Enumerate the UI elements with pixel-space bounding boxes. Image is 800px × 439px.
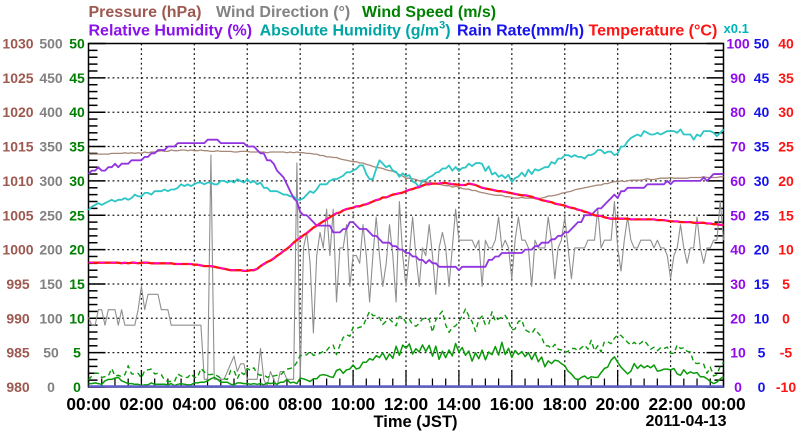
- svg-text:45: 45: [69, 70, 85, 86]
- svg-text:2011-04-13: 2011-04-13: [646, 413, 727, 430]
- svg-text:Absolute Humidity (g/m3): Absolute Humidity (g/m3): [260, 20, 451, 40]
- svg-text:12:00: 12:00: [384, 394, 428, 414]
- svg-text:35: 35: [754, 139, 770, 155]
- svg-text:50: 50: [754, 36, 770, 52]
- svg-text:45: 45: [754, 70, 770, 86]
- svg-text:Time (JST): Time (JST): [373, 413, 457, 431]
- svg-text:5: 5: [782, 276, 790, 292]
- svg-text:15: 15: [778, 207, 794, 223]
- svg-text:985: 985: [6, 345, 30, 361]
- svg-text:400: 400: [39, 104, 63, 120]
- svg-text:00:00: 00:00: [701, 394, 745, 414]
- svg-text:16:00: 16:00: [490, 394, 534, 414]
- svg-text:250: 250: [39, 207, 63, 223]
- svg-text:10:00: 10:00: [331, 394, 375, 414]
- svg-text:30: 30: [754, 173, 770, 189]
- svg-text:1030: 1030: [2, 36, 33, 52]
- svg-text:40: 40: [69, 104, 85, 120]
- svg-text:20: 20: [778, 173, 794, 189]
- svg-text:1005: 1005: [2, 207, 33, 223]
- svg-text:25: 25: [754, 207, 770, 223]
- svg-text:0: 0: [734, 379, 742, 395]
- svg-text:5: 5: [73, 345, 81, 361]
- svg-text:x0.1: x0.1: [724, 21, 749, 36]
- svg-text:50: 50: [69, 36, 85, 52]
- svg-text:70: 70: [730, 139, 746, 155]
- svg-text:40: 40: [730, 242, 746, 258]
- svg-text:90: 90: [730, 70, 746, 86]
- svg-text:30: 30: [69, 173, 85, 189]
- svg-text:Relative Humidity (%): Relative Humidity (%): [89, 23, 253, 40]
- svg-text:-5: -5: [780, 345, 793, 361]
- svg-text:00:00: 00:00: [66, 394, 110, 414]
- svg-text:04:00: 04:00: [172, 394, 216, 414]
- svg-text:30: 30: [730, 276, 746, 292]
- svg-text:Wind Direction (°): Wind Direction (°): [216, 4, 350, 21]
- svg-text:450: 450: [39, 70, 63, 86]
- svg-text:1025: 1025: [2, 70, 33, 86]
- svg-text:0: 0: [73, 379, 81, 395]
- svg-text:35: 35: [778, 70, 794, 86]
- svg-text:14:00: 14:00: [437, 394, 481, 414]
- svg-text:1010: 1010: [2, 173, 33, 189]
- svg-text:Wind Speed (m/s): Wind Speed (m/s): [362, 4, 496, 21]
- svg-text:25: 25: [778, 139, 794, 155]
- svg-text:0: 0: [782, 310, 790, 326]
- svg-text:80: 80: [730, 104, 746, 120]
- svg-text:0: 0: [758, 379, 766, 395]
- svg-text:50: 50: [43, 345, 59, 361]
- svg-text:20:00: 20:00: [596, 394, 640, 414]
- svg-text:22:00: 22:00: [648, 394, 692, 414]
- svg-text:1020: 1020: [2, 104, 33, 120]
- svg-text:35: 35: [69, 139, 85, 155]
- svg-text:1015: 1015: [2, 139, 33, 155]
- svg-text:Temperature (°C): Temperature (°C): [589, 23, 718, 40]
- svg-text:50: 50: [730, 207, 746, 223]
- svg-text:20: 20: [69, 242, 85, 258]
- svg-text:350: 350: [39, 139, 63, 155]
- svg-text:5: 5: [758, 345, 766, 361]
- svg-text:18:00: 18:00: [543, 394, 587, 414]
- svg-text:30: 30: [778, 104, 794, 120]
- svg-text:10: 10: [754, 310, 770, 326]
- svg-text:06:00: 06:00: [225, 394, 269, 414]
- svg-text:980: 980: [6, 379, 30, 395]
- svg-text:500: 500: [39, 36, 63, 52]
- svg-text:40: 40: [754, 104, 770, 120]
- svg-text:10: 10: [730, 345, 746, 361]
- svg-text:100: 100: [39, 310, 63, 326]
- svg-text:-10: -10: [776, 379, 796, 395]
- svg-text:Rain Rate(mm/h): Rain Rate(mm/h): [457, 23, 584, 40]
- svg-text:02:00: 02:00: [119, 394, 163, 414]
- svg-text:20: 20: [754, 242, 770, 258]
- svg-text:10: 10: [778, 242, 794, 258]
- svg-text:995: 995: [6, 276, 30, 292]
- svg-text:1000: 1000: [2, 242, 33, 258]
- svg-text:25: 25: [69, 207, 85, 223]
- svg-text:0: 0: [47, 379, 55, 395]
- svg-text:15: 15: [69, 276, 85, 292]
- svg-text:Pressure (hPa): Pressure (hPa): [89, 4, 202, 21]
- svg-text:100: 100: [726, 36, 750, 52]
- svg-text:20: 20: [730, 310, 746, 326]
- svg-text:200: 200: [39, 242, 63, 258]
- svg-text:10: 10: [69, 310, 85, 326]
- svg-text:08:00: 08:00: [278, 394, 322, 414]
- svg-text:300: 300: [39, 173, 63, 189]
- svg-text:150: 150: [39, 276, 63, 292]
- svg-text:40: 40: [778, 36, 794, 52]
- svg-text:60: 60: [730, 173, 746, 189]
- svg-text:15: 15: [754, 276, 770, 292]
- svg-text:990: 990: [6, 310, 30, 326]
